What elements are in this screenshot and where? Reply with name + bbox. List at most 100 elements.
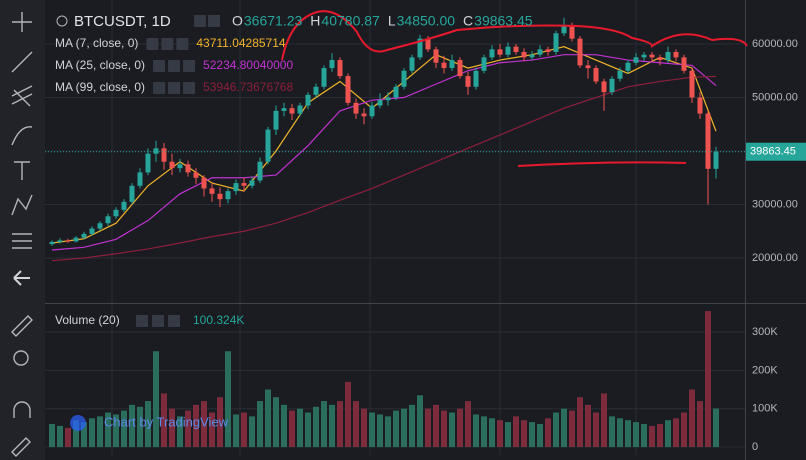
candle-body	[585, 65, 591, 69]
candle-body	[209, 188, 215, 194]
volume-bar	[137, 406, 143, 447]
ma-legend-value: 52234.80040000	[203, 58, 293, 72]
ma-legend-name: MA (99, close, 0)	[55, 80, 145, 94]
ohlc-value: 36671.23	[244, 13, 303, 29]
volume-bar	[241, 412, 247, 447]
volume-bar	[321, 401, 327, 447]
candle-body	[529, 54, 535, 58]
legend: BTCUSDT, 1D O 36671.23 H 40780.87 L 34850.00 C…	[55, 13, 533, 431]
plot	[45, 17, 745, 447]
candle-body	[649, 54, 655, 58]
candle-body	[681, 57, 687, 71]
candle-body	[625, 62, 631, 71]
hand-drawn-line	[517, 161, 687, 167]
candle-body	[537, 49, 543, 55]
magnet-tool[interactable]	[13, 401, 31, 418]
volume-bar	[265, 389, 271, 447]
candle-body	[201, 177, 207, 189]
fib-tool[interactable]	[11, 85, 33, 107]
eye-button[interactable]	[194, 15, 206, 27]
candle-body	[561, 25, 567, 34]
settings-button[interactable]	[208, 15, 220, 27]
candle-body	[297, 105, 303, 114]
candle-body	[569, 25, 575, 39]
volume-tick-label: 200K	[752, 364, 778, 376]
crosshair-tool[interactable]	[12, 12, 32, 32]
text-tool[interactable]	[14, 161, 30, 180]
line-tool[interactable]	[11, 51, 33, 73]
candle-body	[689, 70, 695, 98]
volume-bar	[409, 404, 415, 447]
legend-button[interactable]	[168, 60, 181, 72]
pen-tool[interactable]	[11, 437, 31, 457]
volume-bar	[425, 408, 431, 447]
volume-bar	[465, 401, 471, 447]
legend-button[interactable]	[183, 82, 196, 94]
y-tick-label: 20000.00	[752, 252, 798, 264]
back-tool[interactable]	[13, 270, 30, 286]
volume-bar	[49, 424, 55, 447]
volume-bar	[89, 418, 95, 447]
candle-body	[617, 70, 623, 79]
volume-bar	[97, 416, 103, 447]
candle-body	[337, 60, 343, 77]
legend-button[interactable]	[146, 38, 159, 50]
ruler-tool[interactable]	[11, 315, 33, 337]
volume-bar	[713, 408, 719, 447]
zoom-tool[interactable]	[13, 350, 29, 366]
candle-body	[489, 49, 495, 58]
pattern-tool[interactable]	[11, 194, 33, 216]
measure-tool[interactable]	[12, 233, 32, 249]
candle-body	[345, 76, 351, 103]
volume-bar	[169, 408, 175, 447]
volume-bar	[545, 418, 551, 447]
eye-button[interactable]	[136, 315, 148, 327]
last-price-box	[746, 142, 806, 161]
close-button[interactable]	[168, 315, 180, 327]
legend-button[interactable]	[176, 38, 189, 50]
settings-button[interactable]	[152, 315, 164, 327]
legend-button[interactable]	[153, 82, 166, 94]
legend-button[interactable]	[161, 38, 174, 50]
candle-body	[521, 52, 527, 58]
candle-body	[313, 86, 319, 95]
volume-bar	[601, 393, 607, 447]
ohlc-value: 34850.00	[397, 13, 456, 29]
legend-button[interactable]	[168, 82, 181, 94]
volume-bar	[457, 408, 463, 447]
candle-body	[377, 100, 383, 106]
candle-body	[121, 201, 127, 210]
ohlc-label: O	[232, 13, 243, 29]
brush-tool[interactable]	[11, 126, 33, 146]
ohlc-value: 40780.87	[321, 13, 380, 29]
volume-tick-label: 0	[752, 441, 758, 453]
volume-bar	[689, 389, 695, 447]
candle-body	[505, 46, 511, 55]
candle-body	[609, 78, 615, 93]
volume-bar	[633, 422, 639, 447]
candle-body	[705, 113, 711, 169]
candle-body	[177, 164, 183, 169]
volume-bar	[553, 412, 559, 447]
candle-body	[81, 233, 87, 238]
credit: Chart by TradingView	[104, 414, 229, 429]
symbol-title: BTCUSDT, 1D	[74, 13, 171, 30]
legend-button[interactable]	[183, 60, 196, 72]
volume-bar	[161, 393, 167, 447]
candle-body	[497, 49, 503, 55]
candle-body	[225, 191, 231, 200]
volume-bar	[697, 401, 703, 447]
tv-logo	[70, 415, 86, 431]
volume-bar	[281, 404, 287, 447]
volume-bar	[121, 410, 127, 447]
volume-bar	[433, 404, 439, 447]
y-tick-label: 50000.00	[752, 91, 798, 103]
legend-button[interactable]	[153, 60, 166, 72]
volume-bar	[257, 401, 263, 447]
ma-legend-value: 53946.73676768	[203, 80, 293, 94]
candle-body	[65, 240, 71, 242]
candle-body	[161, 148, 167, 162]
candle-body	[593, 68, 599, 82]
volume-legend-value: 100.324K	[193, 313, 244, 327]
